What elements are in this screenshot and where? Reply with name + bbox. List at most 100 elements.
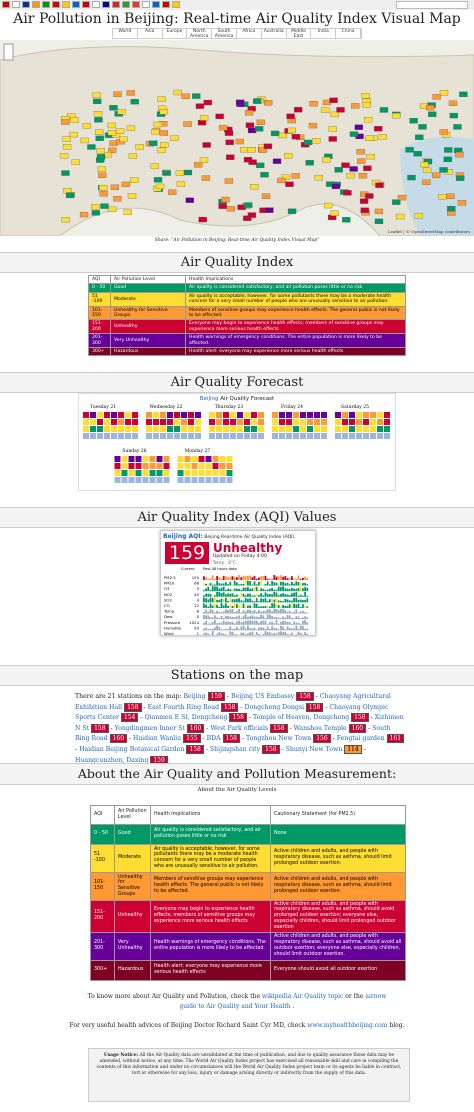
station-marker[interactable] <box>153 121 162 128</box>
station-marker[interactable] <box>365 193 374 199</box>
station-marker[interactable] <box>334 167 343 173</box>
station-marker[interactable] <box>330 210 339 216</box>
station-marker[interactable] <box>366 153 375 160</box>
link[interactable]: www.myhealthbeijing.com <box>307 1022 388 1029</box>
station-link[interactable]: East Fourth Ring Road <box>147 703 220 711</box>
station-marker[interactable] <box>128 153 138 159</box>
station-marker[interactable] <box>247 127 257 134</box>
station-marker[interactable] <box>263 143 273 149</box>
station-marker[interactable] <box>199 115 209 121</box>
station-link[interactable]: Xizhimen N St <box>75 714 404 732</box>
station-marker[interactable] <box>336 107 345 113</box>
station-marker[interactable] <box>363 116 373 123</box>
station-marker[interactable] <box>115 128 125 134</box>
station-marker[interactable] <box>150 163 159 169</box>
station-marker[interactable] <box>117 108 126 115</box>
station-marker[interactable] <box>108 147 117 153</box>
station-marker[interactable] <box>199 157 209 163</box>
station-marker[interactable] <box>219 125 228 131</box>
station-marker[interactable] <box>360 207 369 213</box>
station-link[interactable]: Yongdingmen Inner St <box>114 724 185 732</box>
station-marker[interactable] <box>155 183 165 190</box>
station-marker[interactable] <box>448 100 458 106</box>
station-marker[interactable] <box>287 127 296 134</box>
station-marker[interactable] <box>243 215 252 221</box>
station-marker[interactable] <box>162 170 171 176</box>
station-marker[interactable] <box>170 135 179 141</box>
station-marker[interactable] <box>328 136 337 142</box>
station-link[interactable]: Shunyi New Town <box>285 745 343 753</box>
station-marker[interactable] <box>374 126 383 132</box>
station-marker[interactable] <box>173 89 182 96</box>
station-marker[interactable] <box>226 206 236 212</box>
station-marker[interactable] <box>291 134 301 140</box>
station-marker[interactable] <box>80 137 89 144</box>
station-marker[interactable] <box>413 151 422 157</box>
station-marker[interactable] <box>428 111 437 117</box>
station-marker[interactable] <box>97 166 107 172</box>
station-link[interactable]: Temple of Heaven, Dongcheng <box>252 714 350 722</box>
station-marker[interactable] <box>459 91 468 97</box>
station-marker[interactable] <box>431 172 441 178</box>
station-link[interactable]: Chaoyang Olympic Sports Center <box>75 703 389 722</box>
zoom-control[interactable] <box>3 43 14 61</box>
forecast-city[interactable]: Beijing <box>199 396 219 402</box>
station-marker[interactable] <box>362 102 371 108</box>
station-marker[interactable] <box>93 111 103 117</box>
station-marker[interactable] <box>284 153 293 159</box>
link[interactable]: wikipedia Air Quality topic <box>261 993 344 1000</box>
station-marker[interactable] <box>270 130 280 137</box>
station-marker[interactable] <box>343 190 352 196</box>
station-marker[interactable] <box>447 205 456 212</box>
station-marker[interactable] <box>277 177 286 184</box>
station-marker[interactable] <box>258 147 267 153</box>
station-marker[interactable] <box>61 119 70 125</box>
station-marker[interactable] <box>130 99 139 105</box>
station-marker[interactable] <box>357 158 366 164</box>
station-marker[interactable] <box>329 97 338 103</box>
station-marker[interactable] <box>453 124 462 130</box>
station-marker[interactable] <box>375 182 384 188</box>
station-marker[interactable] <box>420 161 429 168</box>
station-marker[interactable] <box>422 167 432 174</box>
station-marker[interactable] <box>312 138 321 144</box>
station-marker[interactable] <box>107 206 117 213</box>
station-marker[interactable] <box>201 175 211 181</box>
station-marker[interactable] <box>109 105 118 111</box>
station-marker[interactable] <box>374 218 384 225</box>
station-marker[interactable] <box>374 208 384 215</box>
station-link[interactable]: BDA <box>206 735 221 743</box>
station-marker[interactable] <box>415 134 424 140</box>
station-marker[interactable] <box>247 212 257 218</box>
station-link[interactable]: Huangcunzhen, Daxing <box>75 756 149 764</box>
station-marker[interactable] <box>358 173 368 179</box>
station-marker[interactable] <box>309 101 318 107</box>
station-marker[interactable] <box>286 113 295 119</box>
station-marker[interactable] <box>391 113 401 119</box>
station-marker[interactable] <box>439 167 448 173</box>
station-marker[interactable] <box>62 144 72 150</box>
station-marker[interactable] <box>395 213 405 220</box>
station-link[interactable]: Wanshou Temple <box>293 724 347 732</box>
station-marker[interactable] <box>320 107 330 113</box>
station-marker[interactable] <box>70 117 79 123</box>
station-marker[interactable] <box>183 121 192 127</box>
search-box[interactable] <box>396 1 468 9</box>
station-marker[interactable] <box>159 109 169 115</box>
station-marker[interactable] <box>123 209 132 215</box>
station-marker[interactable] <box>235 138 244 145</box>
station-marker[interactable] <box>79 211 89 218</box>
station-marker[interactable] <box>331 183 341 190</box>
station-link[interactable]: Beijing US Embassy <box>230 693 295 700</box>
station-marker[interactable] <box>418 124 427 130</box>
station-marker[interactable] <box>98 172 107 178</box>
station-marker[interactable] <box>250 184 259 190</box>
station-marker[interactable] <box>71 159 80 165</box>
nav-tab[interactable]: India <box>311 29 337 38</box>
station-marker[interactable] <box>444 147 453 153</box>
station-marker[interactable] <box>96 148 105 154</box>
station-marker[interactable] <box>95 135 104 141</box>
station-link[interactable]: Chaoyang Agricultural Exhibition Hall <box>75 693 391 711</box>
station-marker[interactable] <box>107 130 117 136</box>
station-marker[interactable] <box>392 199 401 205</box>
